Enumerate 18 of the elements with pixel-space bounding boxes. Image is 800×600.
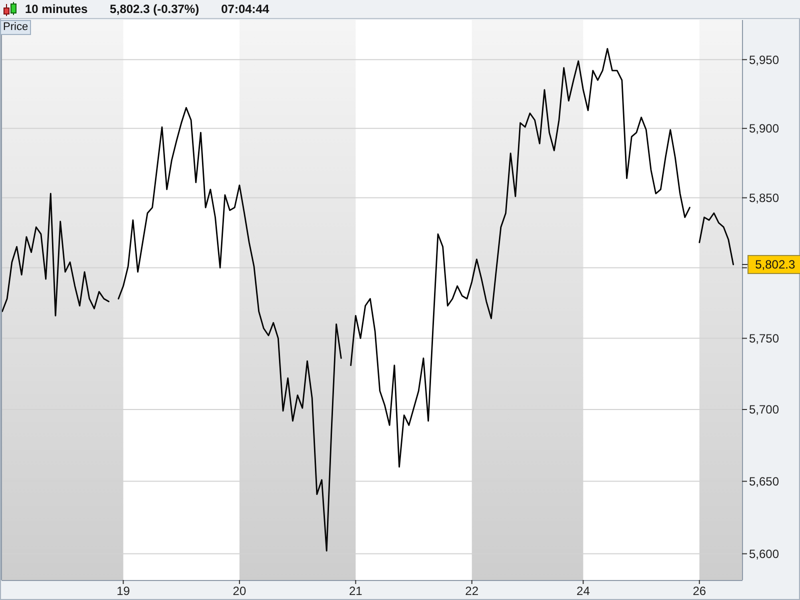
y-tick-label: 5,950 [749, 52, 780, 67]
x-tick-label: 24 [576, 584, 590, 598]
y-tick-label: 5,850 [749, 190, 780, 205]
x-tick-label: 22 [465, 584, 479, 598]
y-tick-label: 5,900 [749, 122, 780, 136]
y-axis-title: Price [3, 21, 28, 33]
y-tick-label: 5,650 [749, 474, 780, 489]
y-tick-label: 5,750 [749, 332, 780, 346]
x-tick-label: 20 [232, 584, 246, 598]
y-tick-label: 5,700 [749, 402, 780, 417]
chart-subtitle: 5,802.3 (-0.37%) [110, 2, 200, 16]
x-tick-label: 19 [116, 584, 130, 598]
text: 07:04:44 [221, 2, 270, 16]
x-tick-label: 26 [692, 584, 706, 598]
text: 5,802.3 [755, 258, 796, 272]
x-tick-label: 21 [348, 584, 363, 598]
y-tick-label: 5,600 [749, 546, 780, 561]
chart-title: 10 minutes [25, 2, 88, 16]
